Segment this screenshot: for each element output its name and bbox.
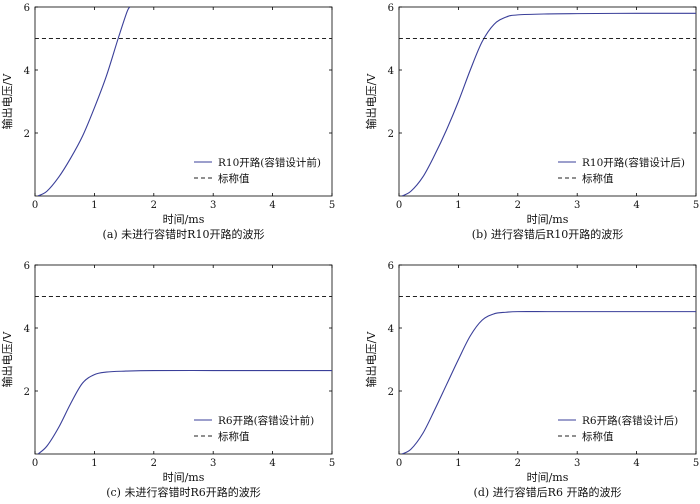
x-tick-label: 0	[32, 458, 38, 469]
y-axis-label: 输出电压/V	[364, 73, 378, 130]
x-axis-label: 时间/ms	[527, 471, 569, 484]
x-tick-label: 5	[693, 200, 699, 211]
panel-caption: (d) 进行容错后R6 开路的波形	[474, 485, 622, 499]
output-voltage-line	[37, 7, 131, 196]
y-tick-label: 6	[24, 3, 30, 14]
x-tick-label: 4	[633, 200, 639, 211]
output-voltage-line	[37, 369, 332, 454]
plot-frame	[398, 6, 697, 197]
x-tick-label: 0	[32, 200, 38, 211]
x-tick-label: 5	[329, 458, 335, 469]
x-tick-label: 4	[633, 458, 639, 469]
y-tick-label: 6	[388, 261, 394, 272]
y-tick-label: 4	[388, 324, 394, 335]
x-tick-label: 4	[269, 458, 275, 469]
y-tick-label: 6	[24, 261, 30, 272]
x-tick-label: 3	[210, 458, 216, 469]
y-tick-label: 4	[24, 324, 30, 335]
x-tick-label: 2	[515, 200, 521, 211]
x-tick-label: 3	[574, 200, 580, 211]
x-tick-label: 0	[396, 458, 402, 469]
y-tick-label: 2	[388, 129, 394, 140]
y-tick-label: 4	[388, 66, 394, 77]
chart-panel-b: 0 1 2 3 4 5 2 4 6 时间/ms 输出电压/V R10开路(容错设计后) 标称值 (b) 进…	[364, 3, 699, 241]
x-tick-label: 1	[455, 200, 461, 211]
legend-label: R6开路(容错设计后)	[582, 414, 678, 427]
output-voltage-line	[401, 12, 696, 196]
y-tick-label: 4	[24, 66, 30, 77]
x-axis-label: 时间/ms	[163, 213, 205, 226]
x-tick-label: 4	[269, 200, 275, 211]
legend-label: R10开路(容错设计前)	[218, 156, 321, 169]
x-tick-label: 5	[693, 458, 699, 469]
y-axis-label: 输出电压/V	[0, 73, 14, 130]
x-axis-label: 时间/ms	[163, 471, 205, 484]
x-tick-label: 2	[151, 458, 157, 469]
y-axis-label: 输出电压/V	[0, 331, 14, 388]
x-tick-label: 2	[515, 458, 521, 469]
panel-caption: (a) 未进行容错时R10开路的波形	[103, 227, 265, 241]
output-voltage-line	[401, 311, 696, 454]
y-tick-label: 2	[24, 387, 30, 398]
plot-frame	[34, 264, 333, 455]
plot-frame	[34, 6, 333, 197]
legend-label: 标称值	[218, 172, 250, 185]
plot-frame	[398, 264, 697, 455]
x-tick-label: 0	[396, 200, 402, 211]
legend-label: 标称值	[582, 430, 614, 443]
legend-label: R10开路(容错设计后)	[582, 156, 685, 169]
x-tick-label: 5	[329, 200, 335, 211]
chart-panel-c: 0 1 2 3 4 5 2 4 6 时间/ms 输出电压/V R6开路(容错设计前) 标称值 (c) 未进…	[0, 261, 335, 499]
y-tick-label: 6	[388, 3, 394, 14]
x-tick-label: 1	[91, 458, 97, 469]
x-tick-label: 2	[151, 200, 157, 211]
x-tick-label: 3	[210, 200, 216, 211]
x-axis-label: 时间/ms	[527, 213, 569, 226]
x-tick-label: 1	[91, 200, 97, 211]
y-tick-label: 2	[388, 387, 394, 398]
chart-panel-d: 0 1 2 3 4 5 2 4 6 时间/ms 输出电压/V R6开路(容错设计后) 标称值 (d) 进行…	[364, 261, 699, 499]
x-tick-label: 1	[455, 458, 461, 469]
legend-label: 标称值	[218, 430, 250, 443]
x-tick-label: 3	[574, 458, 580, 469]
legend-label: R6开路(容错设计前)	[218, 414, 314, 427]
legend-label: 标称值	[582, 172, 614, 185]
y-tick-label: 2	[24, 129, 30, 140]
y-axis-label: 输出电压/V	[364, 331, 378, 388]
panel-caption: (c) 未进行容错时R6开路的波形	[106, 485, 261, 499]
chart-panel-a: 0 1 2 3 4 5 2 4 6 时间/ms 输出电压/V R10开路(容错设计前) 标称值 (a) 未…	[0, 3, 335, 241]
panel-caption: (b) 进行容错后R10开路的波形	[472, 227, 623, 241]
